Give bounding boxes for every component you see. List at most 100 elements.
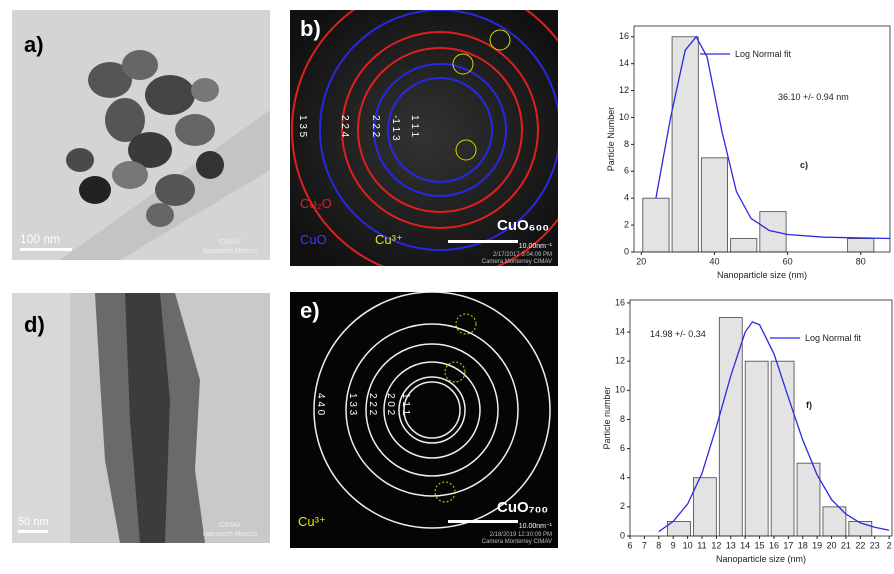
ring-label: 1 3 5 — [297, 115, 308, 138]
scale-label: 100 nm — [20, 232, 60, 246]
panel-label: b) — [300, 16, 321, 41]
x-tick-label: 80 — [856, 256, 866, 266]
ring-label: 4 4 0 — [315, 393, 326, 416]
watermark: CIMAV — [219, 239, 241, 246]
bar — [771, 361, 794, 536]
y-axis-label: Particle number — [602, 386, 612, 449]
x-tick-label: 21 — [841, 540, 851, 550]
sample-label: CuO₇₀₀ — [497, 499, 548, 516]
x-tick-label: 13 — [726, 540, 736, 550]
x-tick-label: 22 — [855, 540, 865, 550]
scale-label: 50 nm — [18, 516, 49, 528]
scale-label: 10.00nm⁻¹ — [519, 523, 553, 530]
y-tick-label: 10 — [615, 385, 625, 395]
legend-item: Cu₂O — [300, 196, 332, 211]
x-tick-label: 10 — [683, 540, 693, 550]
panel-b: 1 3 5 2 2 4 2 2 2 -1 1 3 1 1 1 b) Cu₂O C… — [290, 0, 588, 278]
x-axis-label: Nanoparticle size (nm) — [717, 270, 807, 280]
x-tick-label: 9 — [671, 540, 676, 550]
x-axis-label: Nanoparticle size (nm) — [716, 554, 806, 564]
scale-bar — [18, 530, 48, 533]
x-tick-label: 20 — [827, 540, 837, 550]
ring-label: 1 3 3 — [347, 393, 358, 416]
y-tick-label: 0 — [620, 530, 625, 540]
panel-a: a) 100 nm CIMAV Nanotech Mexico — [12, 10, 270, 260]
annotation: 36.10 +/- 0.94 nm — [778, 92, 849, 102]
watermark: CIMAV — [219, 522, 241, 529]
sample-label: CuO₆₀₀ — [497, 217, 549, 234]
y-axis-label: Particle Number — [606, 107, 616, 172]
bar — [701, 158, 727, 252]
panel-label: e) — [300, 298, 320, 323]
bar — [745, 361, 768, 536]
caption: Camera Monterrey CIMAV — [482, 539, 552, 545]
watermark: Nanotech Mexico — [203, 248, 257, 255]
bar — [849, 521, 872, 536]
legend-item: CuO — [300, 232, 327, 247]
panel-d: d) 50 nm CIMAV Nanotech Mexico — [12, 293, 270, 543]
x-tick-label: 60 — [783, 256, 793, 266]
legend-label: Log Normal fit — [735, 49, 792, 59]
ring-label: 1 1 1 — [400, 393, 411, 416]
y-tick-label: 2 — [624, 219, 629, 229]
x-tick-label: 40 — [709, 256, 719, 266]
panel-label: c) — [800, 160, 808, 170]
x-tick-label: 18 — [798, 540, 808, 550]
y-tick-label: 16 — [615, 297, 625, 307]
bar — [693, 478, 716, 536]
ring-label: 2 2 2 — [370, 115, 381, 138]
watermark: Nanotech Mexico — [203, 531, 257, 538]
y-tick-label: 16 — [619, 31, 629, 41]
panel-e: 4 4 0 1 3 3 2 2 2 2 0 2 1 1 1 e) Cu³⁺ Cu… — [290, 292, 558, 548]
x-tick-label: 15 — [755, 540, 765, 550]
scale-bar — [448, 240, 518, 243]
legend-item: Cu³⁺ — [298, 514, 326, 529]
y-tick-label: 12 — [615, 356, 625, 366]
x-tick-label: 12 — [711, 540, 721, 550]
y-tick-label: 4 — [620, 472, 625, 482]
y-tick-label: 14 — [619, 58, 629, 68]
bar — [848, 239, 874, 252]
scale-label: 10.00nm⁻¹ — [519, 243, 553, 250]
scale-bar — [20, 248, 72, 251]
caption: 2/17/2017 3:04:09 PM — [493, 252, 552, 258]
ring-label: 2 0 2 — [385, 393, 396, 416]
y-tick-label: 6 — [620, 443, 625, 453]
ring-label: 2 2 2 — [367, 393, 378, 416]
x-tick-label: 6 — [627, 540, 632, 550]
x-tick-label: 2 — [887, 540, 892, 550]
y-tick-label: 12 — [619, 85, 629, 95]
ring-label: 2 2 4 — [339, 115, 350, 138]
x-tick-label: 16 — [769, 540, 779, 550]
figure: a) 100 nm CIMAV Nanotech Mexico 1 3 5 2 … — [0, 0, 894, 569]
y-tick-label: 8 — [620, 414, 625, 424]
y-tick-label: 0 — [624, 246, 629, 256]
bar — [643, 198, 669, 252]
bar — [731, 239, 757, 252]
x-tick-label: 20 — [636, 256, 646, 266]
x-tick-label: 23 — [870, 540, 880, 550]
panel-label: f) — [806, 400, 812, 410]
y-tick-label: 4 — [624, 193, 629, 203]
x-tick-label: 19 — [812, 540, 822, 550]
panel-label: d) — [24, 312, 45, 337]
legend-label: Log Normal fit — [805, 333, 862, 343]
annotation: 14.98 +/- 0.34 — [650, 329, 706, 339]
ring-label: -1 1 3 — [390, 115, 401, 141]
y-tick-label: 6 — [624, 166, 629, 176]
y-tick-label: 8 — [624, 139, 629, 149]
y-tick-label: 10 — [619, 112, 629, 122]
scale-bar — [448, 520, 518, 523]
y-tick-label: 2 — [620, 501, 625, 511]
bar — [672, 37, 698, 252]
legend-item: Cu³⁺ — [375, 232, 403, 247]
y-tick-label: 14 — [615, 326, 625, 336]
x-tick-label: 8 — [656, 540, 661, 550]
x-tick-label: 11 — [697, 540, 706, 550]
ring-label: 1 1 1 — [409, 115, 420, 138]
x-tick-label: 17 — [783, 540, 793, 550]
panel-label: a) — [24, 32, 44, 57]
x-tick-label: 14 — [740, 540, 750, 550]
caption: Camera Monterrey CIMAV — [482, 259, 552, 265]
